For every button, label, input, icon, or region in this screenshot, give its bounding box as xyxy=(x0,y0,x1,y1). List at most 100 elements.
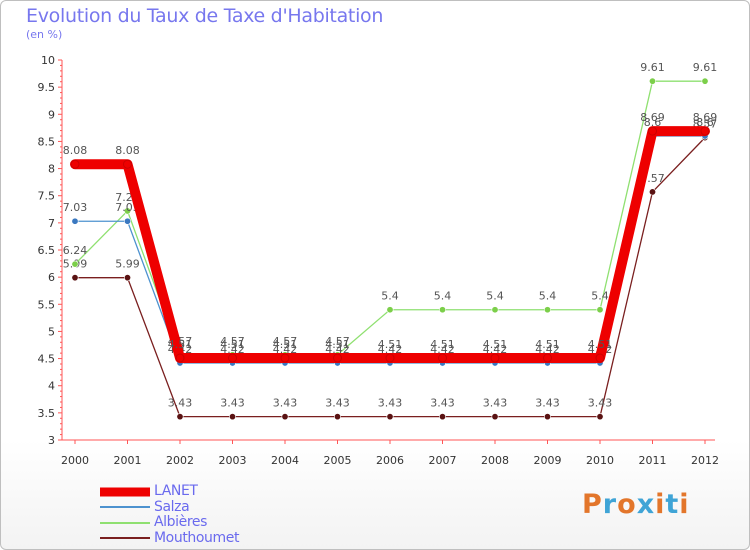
data-label: 4.57 xyxy=(220,335,245,348)
data-label: 4.57 xyxy=(273,335,298,348)
logo-letter: i xyxy=(679,489,690,520)
data-point xyxy=(438,413,446,421)
data-point xyxy=(71,260,79,268)
proxiti-logo: Proxiti xyxy=(582,489,690,520)
y-tick-label: 4 xyxy=(48,380,55,393)
y-tick-label: 4.5 xyxy=(38,353,56,366)
x-tick-label: 2001 xyxy=(114,454,142,467)
data-point xyxy=(438,353,447,363)
data-point xyxy=(701,77,709,85)
y-tick-label: 9 xyxy=(48,108,55,121)
data-point xyxy=(333,353,342,363)
chart-legend: LANET Salza Albières Mouthoumet xyxy=(100,484,239,546)
data-label: 5.4 xyxy=(591,290,609,303)
data-label: 4.51 xyxy=(325,338,350,351)
legend-item-albieres[interactable]: Albières xyxy=(100,515,239,531)
data-label: 4.51 xyxy=(588,338,613,351)
data-label: 3.43 xyxy=(483,397,508,410)
data-label: 6.24 xyxy=(63,244,88,257)
data-label: 8.08 xyxy=(63,144,88,157)
y-tick-label: 8 xyxy=(48,163,55,176)
data-label: 5.4 xyxy=(486,290,504,303)
data-point xyxy=(385,353,395,363)
data-label: 4.42 xyxy=(220,343,245,356)
data-label: 4.51 xyxy=(430,338,455,351)
series-line-mouthoumet xyxy=(74,136,706,418)
data-point xyxy=(543,353,552,363)
data-point xyxy=(71,274,79,282)
data-label: 8.69 xyxy=(693,111,718,124)
data-point xyxy=(176,413,184,421)
data-point xyxy=(386,413,394,421)
data-label: 4.51 xyxy=(273,338,298,351)
data-label: 3.43 xyxy=(378,397,403,410)
y-tick-label: 6 xyxy=(48,271,55,284)
series-albires: 6.247.224.57 4.57 4.57 4.575.4 5.4 5.4 5.4 5.49… xyxy=(63,61,717,359)
data-label: 3.43 xyxy=(535,397,560,410)
data-label: 5.4 xyxy=(381,290,399,303)
data-label: 4.42 xyxy=(535,343,560,356)
y-tick-label: 3.5 xyxy=(38,407,56,420)
data-point xyxy=(648,126,657,136)
data-point xyxy=(71,217,79,225)
data-label: 4.51 xyxy=(483,338,508,351)
data-point xyxy=(70,159,80,169)
data-point xyxy=(124,217,132,225)
data-label: 4.42 xyxy=(378,343,403,356)
y-tick-label: 6.5 xyxy=(38,244,56,257)
logo-letter: o xyxy=(617,489,637,520)
data-label: 3.43 xyxy=(588,397,613,410)
logo-letter: P xyxy=(582,489,603,520)
x-tick-label: 2002 xyxy=(166,454,194,467)
logo-letter: r xyxy=(602,489,618,520)
data-point xyxy=(386,306,394,314)
legend-label-albieres: Albières xyxy=(154,514,208,531)
legend-swatch-lanet xyxy=(100,487,150,497)
legend-item-salza[interactable]: Salza xyxy=(100,498,239,516)
x-tick-label: 2008 xyxy=(481,454,509,467)
data-point xyxy=(700,126,710,136)
y-tick-label: 8.5 xyxy=(38,135,56,148)
data-point xyxy=(280,353,290,363)
legend-label-lanet: LANET xyxy=(154,483,198,500)
x-tick-label: 2006 xyxy=(376,454,404,467)
data-point xyxy=(490,353,500,363)
data-label: 4.42 xyxy=(430,343,455,356)
data-label: 8.69 xyxy=(640,111,665,124)
y-tick-label: 7.5 xyxy=(38,190,56,203)
legend-swatch-salza xyxy=(100,506,150,509)
data-label: 8.08 xyxy=(115,144,140,157)
data-label: 5.99 xyxy=(115,258,140,271)
data-label: 8.6 xyxy=(644,116,662,129)
data-label: 4.51 xyxy=(220,338,245,351)
chart-title: Evolution du Taux de Taxe d'Habitation xyxy=(26,5,384,27)
logo-letter: i xyxy=(655,489,666,520)
data-label: 8.6 xyxy=(696,116,714,129)
data-point xyxy=(595,353,605,363)
data-label: 4.42 xyxy=(273,343,298,356)
logo-letter: x xyxy=(636,489,656,520)
legend-item-mouthoumet[interactable]: Mouthoumet xyxy=(100,530,239,547)
y-tick-label: 10 xyxy=(41,54,55,67)
legend-item-lanet[interactable]: LANET xyxy=(100,484,239,500)
series-line-lanet xyxy=(70,126,710,364)
y-tick-label: 3 xyxy=(48,434,55,447)
data-label: 4.57 xyxy=(325,335,350,348)
legend-swatch-mouthoumet xyxy=(100,537,150,540)
data-point xyxy=(333,413,341,421)
data-label: 4.42 xyxy=(483,343,508,356)
data-point xyxy=(543,306,551,314)
x-tick-label: 2010 xyxy=(586,454,614,467)
data-point xyxy=(648,77,656,85)
legend-label-salza: Salza xyxy=(154,498,190,515)
x-tick-label: 2003 xyxy=(219,454,247,467)
y-axis-unit: (en %) xyxy=(26,28,63,41)
data-label: 3.43 xyxy=(168,397,193,410)
data-label: 3.43 xyxy=(430,397,455,410)
data-label: 4.51 xyxy=(535,338,560,351)
data-label: 9.61 xyxy=(640,61,665,74)
data-point xyxy=(648,188,656,196)
data-label: 7.03 xyxy=(63,201,88,214)
